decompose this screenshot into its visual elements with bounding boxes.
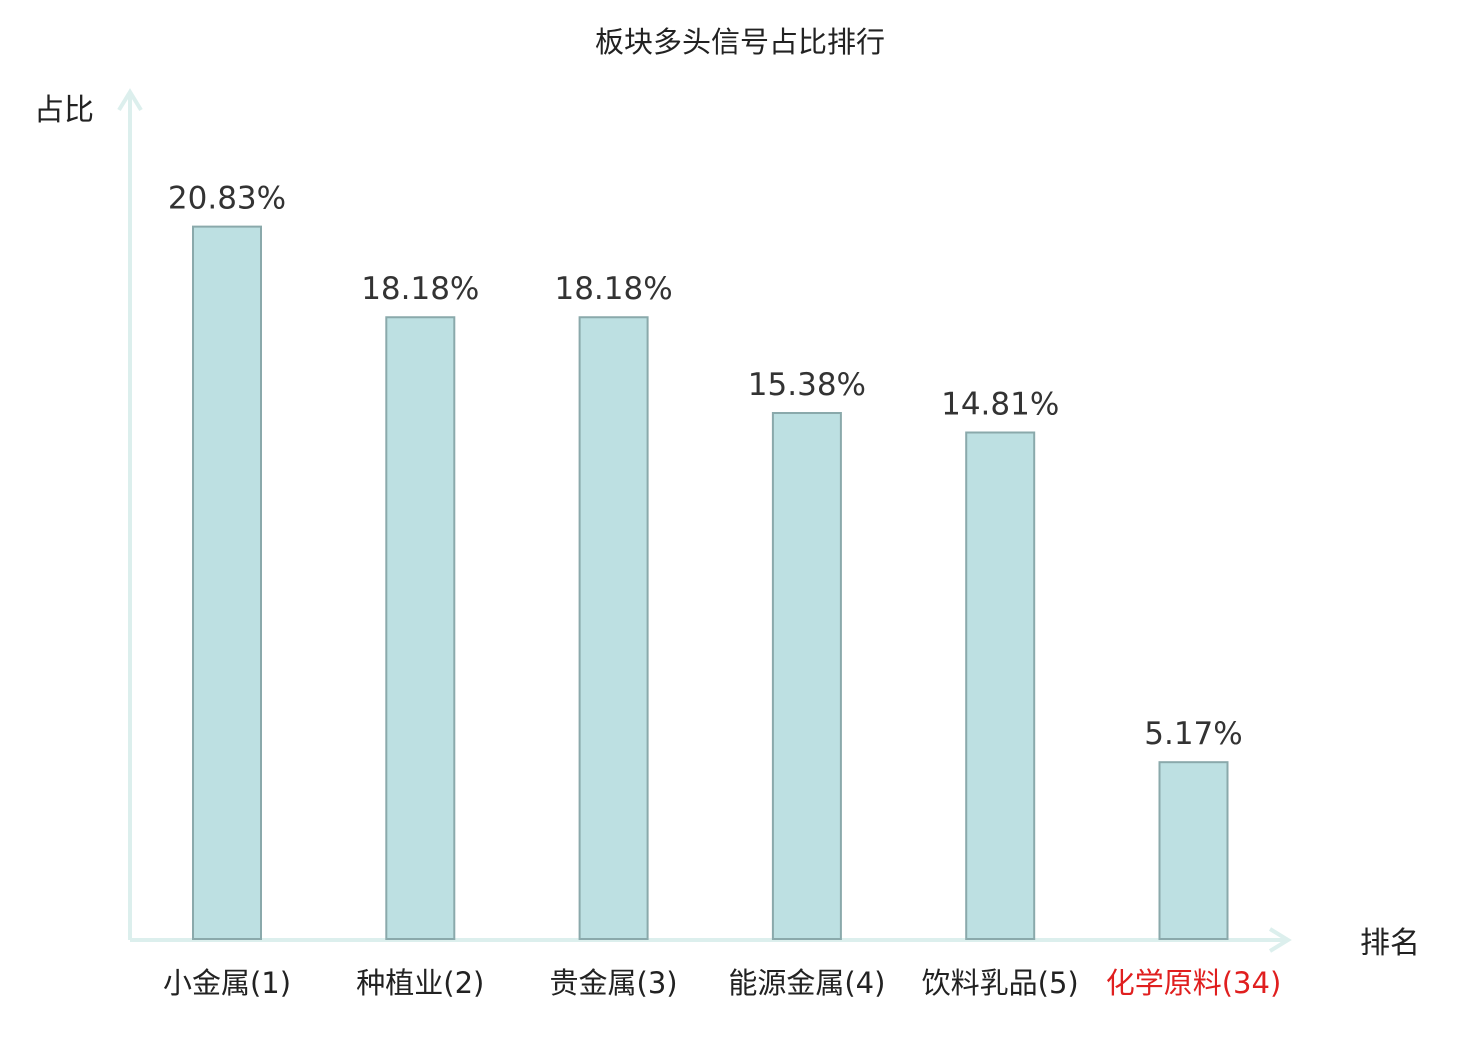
data-label-6: 5.17% xyxy=(1144,716,1242,752)
bar-5 xyxy=(965,431,1036,940)
x-tick-label-2: 种植业(2) xyxy=(356,966,484,1000)
data-label-5: 14.81% xyxy=(941,386,1059,422)
data-label-3: 18.18% xyxy=(554,271,672,307)
bar-2 xyxy=(385,316,456,940)
y-axis xyxy=(117,88,143,940)
data-labels: 20.83% 18.18% 18.18% 15.38% 14.81% 5.17% xyxy=(168,181,1243,753)
y-axis-label: 占比 xyxy=(34,93,94,128)
x-tick-label-1: 小金属(1) xyxy=(163,966,291,1000)
x-tick-label-5: 饮料乳品(5) xyxy=(922,966,1079,1000)
bar-3 xyxy=(578,316,649,940)
bar-1 xyxy=(192,225,262,940)
x-tick-label-3: 贵金属(3) xyxy=(550,966,678,1000)
data-label-1: 20.83% xyxy=(168,181,286,217)
x-axis-label: 排名 xyxy=(1360,926,1420,961)
x-tick-label-4: 能源金属(4) xyxy=(728,966,885,1000)
x-axis xyxy=(130,927,1292,953)
chart-title: 板块多头信号占比排行 xyxy=(595,25,885,59)
bar-6 xyxy=(1158,761,1229,940)
data-label-2: 18.18% xyxy=(361,271,479,307)
x-tick-label-6: 化学原料(34) xyxy=(1106,966,1282,1000)
x-tick-labels: 小金属(1) 种植业(2) 贵金属(3) 能源金属(4) 饮料乳品(5) 化学原料(34) xyxy=(163,966,1281,1000)
bar-4 xyxy=(771,412,842,940)
bar-series xyxy=(192,225,1229,940)
data-label-4: 15.38% xyxy=(748,367,866,403)
